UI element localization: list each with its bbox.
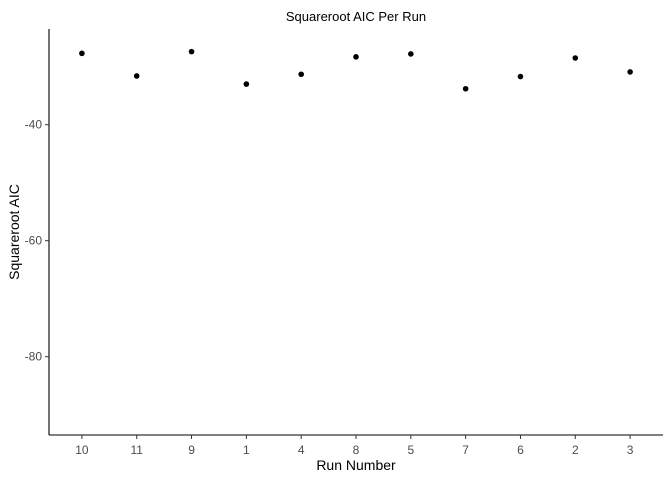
y-tick-label: -80: [25, 350, 43, 364]
x-tick-label: 10: [75, 443, 89, 457]
data-point: [133, 73, 140, 79]
y-axis-title: Squareroot AIC: [6, 184, 22, 280]
plot-area: -40 -60 -80 10 11 9 1 4 8 5 7 6 2 3: [25, 29, 663, 457]
x-tick-label: 4: [298, 443, 305, 457]
chart-title: Squareroot AIC Per Run: [286, 9, 426, 24]
y-tick-label: -40: [25, 118, 43, 132]
data-point: [627, 69, 633, 75]
x-tick-label: 1: [243, 443, 250, 457]
y-tick-label: -60: [25, 234, 43, 248]
data-point: [298, 71, 304, 78]
x-tick-label: 9: [188, 443, 195, 457]
x-tick-label: 5: [407, 443, 414, 457]
data-point: [79, 50, 85, 57]
x-tick-label: 2: [572, 443, 579, 457]
data-point: [517, 73, 524, 80]
data-point: [572, 55, 579, 61]
x-tick-label: 7: [462, 443, 469, 457]
data-point: [408, 51, 414, 57]
data-point: [243, 81, 250, 87]
x-tick-label: 8: [353, 443, 360, 457]
x-tick-label: 3: [627, 443, 634, 457]
x-tick-label: 6: [517, 443, 524, 457]
data-point: [188, 48, 195, 55]
data-point: [462, 85, 469, 92]
x-axis-title: Run Number: [316, 457, 396, 473]
data-point: [353, 54, 359, 60]
x-tick-label: 11: [130, 443, 143, 457]
